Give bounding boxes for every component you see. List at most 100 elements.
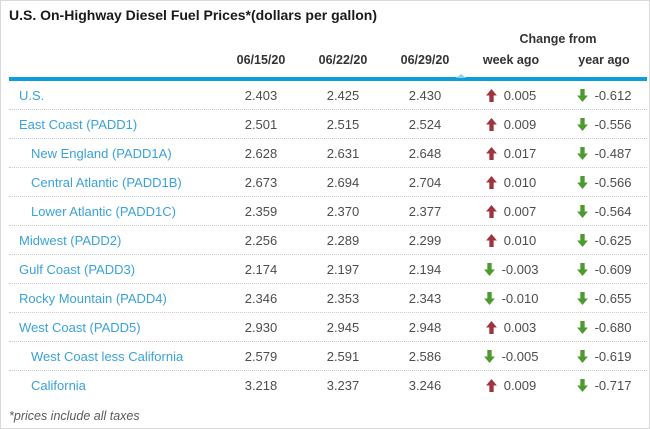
table-row: East Coast (PADD1) 2.501 2.515 2.524 0.0… xyxy=(9,110,647,139)
change-value: -0.625 xyxy=(594,232,632,248)
week-change-cell: -0.010 xyxy=(465,291,557,306)
price-value: 2.346 xyxy=(244,290,278,306)
year-change-cell: -0.680 xyxy=(557,319,649,335)
price-value: 2.403 xyxy=(244,87,278,103)
region-label[interactable]: East Coast (PADD1) xyxy=(19,116,138,132)
table-row: Central Atlantic (PADD1B) 2.673 2.694 2.… xyxy=(9,168,647,197)
year-change-cell: -0.625 xyxy=(557,232,649,248)
week-change-cell: 0.007 xyxy=(465,204,557,219)
change-value: -0.005 xyxy=(501,348,539,364)
table-row: Gulf Coast (PADD3) 2.174 2.197 2.194 -0.… xyxy=(9,255,647,284)
change-value: -0.619 xyxy=(594,348,632,364)
price-value: 2.359 xyxy=(244,203,278,219)
table-row: West Coast less California 2.579 2.591 2… xyxy=(9,342,647,371)
price-value: 2.586 xyxy=(408,348,442,364)
change-value: 0.017 xyxy=(503,145,537,161)
table-row: U.S. 2.403 2.425 2.430 0.005 -0.612 xyxy=(9,81,647,110)
up-arrow-icon xyxy=(485,233,497,247)
week-change-cell: 0.003 xyxy=(465,320,557,335)
change-from-label: Change from xyxy=(519,32,597,46)
year-change-cell: -0.619 xyxy=(557,348,649,364)
price-value: 2.524 xyxy=(408,116,442,132)
price-value: 2.197 xyxy=(326,261,360,277)
price-table-body: U.S. 2.403 2.425 2.430 0.005 -0.612 East… xyxy=(9,81,647,400)
region-label[interactable]: Midwest (PADD2) xyxy=(19,232,122,248)
region-label[interactable]: Rocky Mountain (PADD4) xyxy=(19,290,167,306)
price-value: 2.174 xyxy=(244,261,278,277)
up-arrow-icon xyxy=(485,117,497,131)
year-change-cell: -0.556 xyxy=(557,117,649,132)
price-value: 2.425 xyxy=(326,87,360,103)
change-value: -0.487 xyxy=(594,145,632,161)
year-change-cell: -0.655 xyxy=(557,290,649,306)
table-row: Lower Atlantic (PADD1C) 2.359 2.370 2.37… xyxy=(9,197,647,226)
up-arrow-icon xyxy=(485,379,497,392)
table-row: Midwest (PADD2) 2.256 2.289 2.299 0.010 … xyxy=(9,226,647,255)
price-value: 2.370 xyxy=(326,203,360,219)
week-change-cell: 0.009 xyxy=(465,378,557,393)
down-arrow-icon xyxy=(483,349,495,363)
col-header-date-1: 06/15/20 xyxy=(236,53,286,67)
change-value: -0.612 xyxy=(594,87,632,103)
price-value: 2.515 xyxy=(326,116,360,132)
change-value: 0.010 xyxy=(503,232,537,248)
change-value: 0.010 xyxy=(503,174,537,190)
year-change-cell: -0.612 xyxy=(557,87,649,103)
price-value: 2.673 xyxy=(244,174,278,190)
price-value: 2.648 xyxy=(408,145,442,161)
up-arrow-icon xyxy=(485,146,497,160)
year-change-cell: -0.566 xyxy=(557,174,649,190)
change-value: -0.566 xyxy=(594,174,632,190)
price-value: 2.256 xyxy=(244,232,278,248)
price-value: 2.631 xyxy=(326,145,360,161)
column-header-row: 06/15/20 06/22/20 06/29/20 week ago year… xyxy=(9,52,647,68)
year-change-cell: -0.717 xyxy=(557,378,649,393)
col-header-date-3: 06/29/20 xyxy=(400,53,450,67)
region-label[interactable]: Lower Atlantic (PADD1C) xyxy=(31,203,176,219)
change-value: 0.007 xyxy=(503,203,537,219)
page-title: U.S. On-Highway Diesel Fuel Prices*(doll… xyxy=(9,7,377,23)
price-value: 2.579 xyxy=(244,348,278,364)
down-arrow-icon xyxy=(576,349,588,363)
price-value: 2.353 xyxy=(326,290,360,306)
down-arrow-icon xyxy=(576,175,588,189)
price-value: 2.501 xyxy=(244,116,278,132)
down-arrow-icon xyxy=(576,262,588,276)
region-label[interactable]: Gulf Coast (PADD3) xyxy=(19,261,136,277)
region-label[interactable]: New England (PADD1A) xyxy=(31,145,172,161)
change-value: -0.655 xyxy=(594,290,632,306)
price-value: 2.948 xyxy=(408,319,442,335)
week-change-cell: -0.005 xyxy=(465,349,557,364)
table-row: Rocky Mountain (PADD4) 2.346 2.353 2.343… xyxy=(9,284,647,313)
change-value: 0.005 xyxy=(503,87,537,103)
price-value: 2.377 xyxy=(408,203,442,219)
week-change-cell: 0.005 xyxy=(465,88,557,103)
price-value: 2.430 xyxy=(408,87,442,103)
week-change-cell: 0.017 xyxy=(465,146,557,161)
price-value: 2.289 xyxy=(326,232,360,248)
price-value: 2.343 xyxy=(408,290,442,306)
region-label[interactable]: Central Atlantic (PADD1B) xyxy=(31,174,182,190)
header-divider-rule xyxy=(9,74,647,81)
up-arrow-icon xyxy=(485,175,497,189)
week-change-cell: 0.009 xyxy=(465,117,557,132)
region-label[interactable]: West Coast less California xyxy=(31,348,184,364)
up-arrow-icon xyxy=(485,320,497,334)
change-value: -0.003 xyxy=(501,261,539,277)
change-value: -0.717 xyxy=(594,378,632,393)
region-label[interactable]: California xyxy=(31,378,86,393)
week-change-cell: -0.003 xyxy=(465,262,557,277)
year-change-cell: -0.564 xyxy=(557,204,649,219)
year-change-cell: -0.487 xyxy=(557,145,649,161)
up-arrow-icon xyxy=(485,204,497,218)
col-header-date-2: 06/22/20 xyxy=(318,53,368,67)
region-label[interactable]: U.S. xyxy=(19,87,45,103)
down-arrow-icon xyxy=(576,146,588,160)
down-arrow-icon xyxy=(576,233,588,247)
region-label[interactable]: West Coast (PADD5) xyxy=(19,319,141,335)
change-value: -0.680 xyxy=(594,319,632,335)
table-row: New England (PADD1A) 2.628 2.631 2.648 0… xyxy=(9,139,647,168)
down-arrow-icon xyxy=(483,291,495,305)
down-arrow-icon xyxy=(576,291,588,305)
